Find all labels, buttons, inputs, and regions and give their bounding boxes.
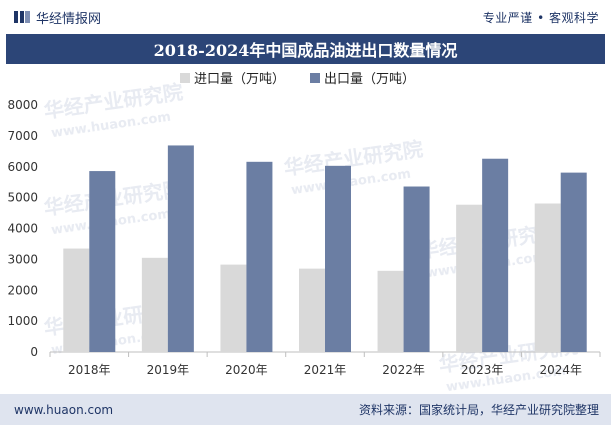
x-tick-label: 2023年 — [461, 363, 504, 377]
export-bar-2022年 — [403, 186, 430, 352]
legend-label-import: 进口量（万吨） — [194, 72, 285, 87]
brand-name: 华经情报网 — [36, 11, 102, 27]
x-tick-label: 2021年 — [304, 363, 347, 377]
x-tick-label: 2020年 — [225, 363, 268, 377]
x-tick-label: 2022年 — [382, 363, 425, 377]
import-bar-2024年 — [534, 203, 561, 352]
y-tick-label: 3000 — [7, 252, 38, 266]
y-tick-label: 0 — [30, 345, 38, 359]
export-bar-2023年 — [482, 158, 509, 352]
chart-title: 2018-2024年中国成品油进出口数量情况 — [6, 34, 605, 64]
x-tick-label: 2018年 — [68, 363, 111, 377]
x-tick-label: 2024年 — [539, 363, 582, 377]
export-bar-2020年 — [246, 161, 273, 352]
import-bar-2023年 — [456, 204, 483, 352]
y-tick-label: 2000 — [7, 283, 38, 297]
footer: www.huaon.com 资料来源：国家统计局，华经产业研究院整理 — [0, 394, 611, 425]
y-tick-label: 4000 — [7, 222, 38, 236]
bar-chart: 华经产业研究院www.huaon.com华经产业研究院www.huaon.com… — [7, 72, 601, 394]
import-bar-2021年 — [299, 268, 325, 352]
brand-logo-icon — [14, 11, 30, 23]
export-bar-2019年 — [167, 145, 194, 352]
import-bar-2019年 — [141, 257, 168, 352]
y-tick-label: 6000 — [7, 160, 38, 174]
export-bar-2018年 — [89, 171, 116, 352]
import-bar-2020年 — [220, 264, 247, 352]
legend-label-export: 出口量（万吨） — [324, 72, 415, 87]
legend-swatch-import — [180, 73, 190, 83]
export-bar-2024年 — [560, 172, 587, 352]
top-bar: 华经情报网 专业严谨 • 客观科学 — [0, 0, 611, 34]
import-bar-2022年 — [377, 270, 404, 352]
footer-website[interactable]: www.huaon.com — [14, 402, 114, 417]
footer-source: 资料来源：国家统计局，华经产业研究院整理 — [358, 403, 599, 417]
y-tick-label: 7000 — [7, 129, 38, 143]
x-tick-label: 2019年 — [147, 363, 190, 377]
brand: 华经情报网 — [14, 8, 101, 27]
import-bar-2018年 — [63, 248, 90, 352]
export-bar-2021年 — [325, 165, 351, 352]
legend-swatch-export — [310, 73, 320, 83]
y-tick-label: 8000 — [7, 98, 38, 112]
y-tick-label: 1000 — [7, 314, 38, 328]
slogan: 专业严谨 • 客观科学 — [482, 10, 599, 25]
y-tick-label: 5000 — [7, 191, 38, 205]
